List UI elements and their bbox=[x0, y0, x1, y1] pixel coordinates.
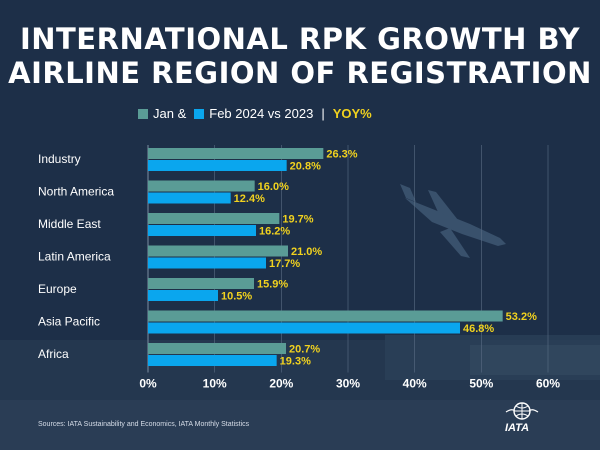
category-label: Asia Pacific bbox=[38, 315, 100, 329]
data-label: 10.5% bbox=[221, 291, 252, 303]
bar-jan bbox=[148, 148, 324, 159]
bar-feb bbox=[148, 192, 231, 204]
category-label: Middle East bbox=[38, 217, 101, 231]
legend-label-feb: Feb 2024 vs 2023 bbox=[209, 106, 314, 121]
legend-label-jan: Jan & bbox=[153, 106, 187, 121]
chart-title: INTERNATIONAL RPK GROWTH BY AIRLINE REGI… bbox=[0, 22, 600, 90]
data-label: 19.7% bbox=[282, 214, 313, 226]
data-label: 19.3% bbox=[280, 356, 311, 368]
bar-jan bbox=[148, 213, 280, 224]
bar-feb bbox=[148, 290, 218, 301]
category-label: Latin America bbox=[38, 250, 111, 264]
data-label: 16.2% bbox=[259, 226, 290, 238]
category-label: Europe bbox=[38, 282, 77, 296]
bar-jan bbox=[148, 245, 288, 257]
iata-logo-icon bbox=[505, 402, 539, 420]
data-label: 53.2% bbox=[506, 311, 537, 323]
data-label: 16.0% bbox=[258, 181, 289, 193]
x-tick-label: 60% bbox=[536, 377, 560, 391]
bar-feb bbox=[148, 322, 460, 334]
chart-legend: Jan & Feb 2024 vs 2023 | YOY% bbox=[138, 106, 372, 121]
data-label: 17.7% bbox=[269, 258, 300, 270]
category-label: Africa bbox=[38, 347, 69, 361]
x-tick-label: 20% bbox=[269, 377, 293, 391]
title-line: INTERNATIONAL RPK GROWTH BY bbox=[19, 22, 581, 56]
data-label: 15.9% bbox=[257, 279, 288, 291]
category-label: North America bbox=[38, 185, 114, 199]
title-line: AIRLINE REGION OF REGISTRATION bbox=[8, 56, 592, 90]
legend-separator: | bbox=[321, 106, 325, 121]
data-label: 26.3% bbox=[326, 149, 357, 161]
x-tick-label: 0% bbox=[139, 377, 157, 391]
bar-jan bbox=[148, 180, 255, 192]
x-tick-label: 10% bbox=[203, 377, 227, 391]
legend-label-yoy: YOY% bbox=[332, 106, 372, 121]
x-tick-label: 50% bbox=[469, 377, 493, 391]
bar-jan bbox=[148, 310, 503, 322]
x-tick-label: 30% bbox=[336, 377, 360, 391]
data-label: 20.7% bbox=[289, 344, 320, 356]
bar-feb bbox=[148, 355, 277, 366]
legend-swatch-jan bbox=[138, 108, 148, 119]
bar-feb bbox=[148, 160, 287, 171]
category-label: Industry bbox=[38, 152, 81, 166]
bar-feb bbox=[148, 257, 266, 269]
data-label: 20.8% bbox=[290, 161, 321, 173]
bar-jan bbox=[148, 278, 254, 289]
bar-jan bbox=[148, 343, 286, 354]
x-tick-label: 40% bbox=[403, 377, 427, 391]
source-note: Sources: IATA Sustainability and Economi… bbox=[38, 421, 250, 428]
logo-text: IATA bbox=[505, 422, 530, 434]
data-label: 21.0% bbox=[291, 246, 322, 258]
data-label: 12.4% bbox=[234, 193, 265, 205]
legend-swatch-feb bbox=[194, 108, 205, 119]
bar-feb bbox=[148, 225, 256, 236]
airplane-silhouette bbox=[400, 184, 506, 258]
data-label: 46.8% bbox=[463, 323, 494, 335]
